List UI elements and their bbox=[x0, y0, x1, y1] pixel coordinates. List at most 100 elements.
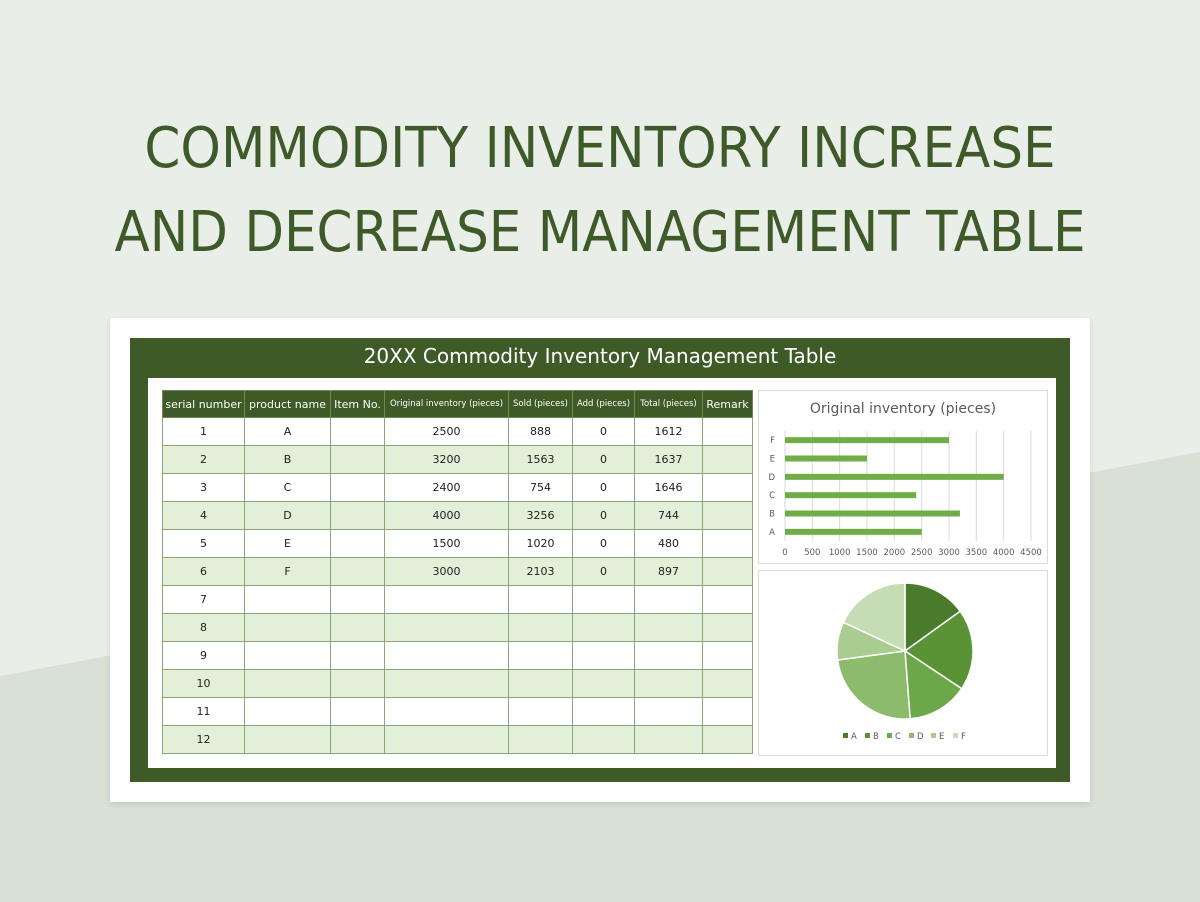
cell-add[interactable]: 0 bbox=[572, 473, 635, 502]
cell-original-inventory[interactable]: 2400 bbox=[384, 473, 509, 502]
cell-item-no[interactable] bbox=[330, 557, 385, 586]
cell-add[interactable]: 0 bbox=[572, 557, 635, 586]
cell-remark[interactable] bbox=[702, 445, 753, 474]
cell-add[interactable]: 0 bbox=[572, 445, 635, 474]
cell-total[interactable] bbox=[634, 669, 703, 698]
cell-total[interactable]: 1637 bbox=[634, 445, 703, 474]
cell-remark[interactable] bbox=[702, 641, 753, 670]
cell-remark[interactable] bbox=[702, 669, 753, 698]
cell-add[interactable]: 0 bbox=[572, 501, 635, 530]
cell-sold[interactable] bbox=[508, 669, 573, 698]
cell-serial-number[interactable]: 4 bbox=[162, 501, 245, 530]
cell-add[interactable] bbox=[572, 725, 635, 754]
cell-original-inventory[interactable] bbox=[384, 697, 509, 726]
cell-add[interactable] bbox=[572, 641, 635, 670]
cell-remark[interactable] bbox=[702, 473, 753, 502]
cell-original-inventory[interactable]: 3000 bbox=[384, 557, 509, 586]
cell-serial-number[interactable]: 1 bbox=[162, 417, 245, 446]
cell-total[interactable] bbox=[634, 613, 703, 642]
cell-item-no[interactable] bbox=[330, 669, 385, 698]
cell-add[interactable]: 0 bbox=[572, 417, 635, 446]
cell-remark[interactable] bbox=[702, 417, 753, 446]
cell-original-inventory[interactable]: 4000 bbox=[384, 501, 509, 530]
cell-item-no[interactable] bbox=[330, 417, 385, 446]
cell-serial-number[interactable]: 9 bbox=[162, 641, 245, 670]
cell-sold[interactable] bbox=[508, 697, 573, 726]
cell-original-inventory[interactable]: 3200 bbox=[384, 445, 509, 474]
cell-total[interactable]: 1612 bbox=[634, 417, 703, 446]
cell-add[interactable] bbox=[572, 585, 635, 614]
cell-product-name[interactable]: D bbox=[244, 501, 331, 530]
cell-item-no[interactable] bbox=[330, 641, 385, 670]
cell-sold[interactable] bbox=[508, 641, 573, 670]
cell-product-name[interactable]: A bbox=[244, 417, 331, 446]
cell-item-no[interactable] bbox=[330, 725, 385, 754]
cell-original-inventory[interactable] bbox=[384, 641, 509, 670]
cell-sold[interactable]: 3256 bbox=[508, 501, 573, 530]
cell-total[interactable]: 897 bbox=[634, 557, 703, 586]
legend-label: C bbox=[895, 732, 901, 742]
cell-total[interactable] bbox=[634, 725, 703, 754]
cell-product-name[interactable] bbox=[244, 725, 331, 754]
cell-serial-number[interactable]: 10 bbox=[162, 669, 245, 698]
legend-swatch-D bbox=[909, 733, 914, 738]
table-header-row: serial number product name Item No. Origina… bbox=[162, 390, 753, 418]
cell-sold[interactable]: 754 bbox=[508, 473, 573, 502]
cell-serial-number[interactable]: 6 bbox=[162, 557, 245, 586]
cell-product-name[interactable]: C bbox=[244, 473, 331, 502]
cell-product-name[interactable] bbox=[244, 585, 331, 614]
cell-serial-number[interactable]: 3 bbox=[162, 473, 245, 502]
cell-item-no[interactable] bbox=[330, 473, 385, 502]
cell-total[interactable] bbox=[634, 697, 703, 726]
cell-serial-number[interactable]: 12 bbox=[162, 725, 245, 754]
cell-item-no[interactable] bbox=[330, 697, 385, 726]
cell-sold[interactable]: 1020 bbox=[508, 529, 573, 558]
column-header-sold: Sold (pieces) bbox=[508, 390, 573, 418]
cell-sold[interactable] bbox=[508, 613, 573, 642]
cell-total[interactable]: 480 bbox=[634, 529, 703, 558]
cell-serial-number[interactable]: 2 bbox=[162, 445, 245, 474]
cell-product-name[interactable] bbox=[244, 641, 331, 670]
cell-total[interactable] bbox=[634, 585, 703, 614]
cell-product-name[interactable] bbox=[244, 697, 331, 726]
cell-remark[interactable] bbox=[702, 501, 753, 530]
cell-sold[interactable] bbox=[508, 585, 573, 614]
cell-serial-number[interactable]: 8 bbox=[162, 613, 245, 642]
cell-serial-number[interactable]: 7 bbox=[162, 585, 245, 614]
cell-remark[interactable] bbox=[702, 697, 753, 726]
cell-sold[interactable] bbox=[508, 725, 573, 754]
cell-item-no[interactable] bbox=[330, 585, 385, 614]
cell-sold[interactable]: 888 bbox=[508, 417, 573, 446]
cell-item-no[interactable] bbox=[330, 613, 385, 642]
cell-item-no[interactable] bbox=[330, 529, 385, 558]
cell-serial-number[interactable]: 5 bbox=[162, 529, 245, 558]
cell-sold[interactable]: 1563 bbox=[508, 445, 573, 474]
cell-total[interactable]: 1646 bbox=[634, 473, 703, 502]
cell-total[interactable]: 744 bbox=[634, 501, 703, 530]
cell-product-name[interactable]: B bbox=[244, 445, 331, 474]
cell-original-inventory[interactable]: 1500 bbox=[384, 529, 509, 558]
cell-add[interactable] bbox=[572, 613, 635, 642]
cell-original-inventory[interactable] bbox=[384, 669, 509, 698]
cell-item-no[interactable] bbox=[330, 445, 385, 474]
cell-original-inventory[interactable] bbox=[384, 725, 509, 754]
cell-remark[interactable] bbox=[702, 725, 753, 754]
cell-total[interactable] bbox=[634, 641, 703, 670]
cell-product-name[interactable] bbox=[244, 613, 331, 642]
cell-original-inventory[interactable] bbox=[384, 585, 509, 614]
cell-remark[interactable] bbox=[702, 613, 753, 642]
cell-remark[interactable] bbox=[702, 585, 753, 614]
cell-serial-number[interactable]: 11 bbox=[162, 697, 245, 726]
cell-add[interactable] bbox=[572, 697, 635, 726]
cell-original-inventory[interactable]: 2500 bbox=[384, 417, 509, 446]
cell-product-name[interactable]: E bbox=[244, 529, 331, 558]
cell-original-inventory[interactable] bbox=[384, 613, 509, 642]
cell-add[interactable]: 0 bbox=[572, 529, 635, 558]
cell-remark[interactable] bbox=[702, 529, 753, 558]
cell-sold[interactable]: 2103 bbox=[508, 557, 573, 586]
cell-item-no[interactable] bbox=[330, 501, 385, 530]
cell-product-name[interactable]: F bbox=[244, 557, 331, 586]
cell-remark[interactable] bbox=[702, 557, 753, 586]
cell-product-name[interactable] bbox=[244, 669, 331, 698]
cell-add[interactable] bbox=[572, 669, 635, 698]
